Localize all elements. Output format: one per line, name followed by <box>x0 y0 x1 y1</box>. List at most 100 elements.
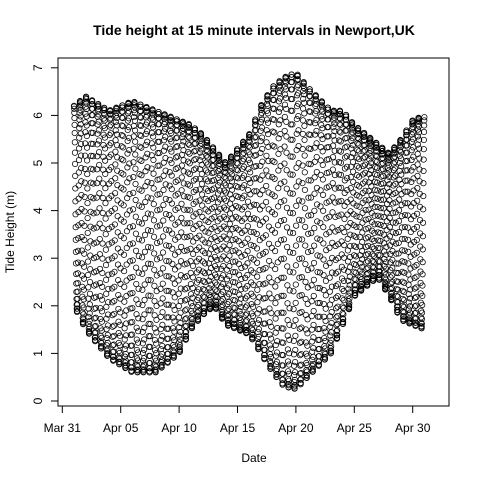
data-point <box>116 355 123 362</box>
data-point <box>153 350 160 357</box>
data-point <box>114 213 121 220</box>
data-point <box>379 147 386 154</box>
data-point <box>258 105 265 112</box>
data-point <box>307 194 315 201</box>
data-point <box>277 237 285 244</box>
data-point <box>382 283 389 290</box>
data-point <box>108 164 115 171</box>
data-point <box>191 140 198 148</box>
data-point <box>271 116 278 123</box>
data-point <box>75 247 82 254</box>
data-point <box>340 319 347 326</box>
data-point <box>123 320 130 327</box>
data-point <box>111 268 118 275</box>
data-point <box>121 268 128 275</box>
data-point <box>253 202 260 209</box>
data-point <box>310 276 317 283</box>
data-point <box>416 145 423 152</box>
chart-title: Tide height at 15 minute intervals in Ne… <box>93 22 415 38</box>
data-point <box>266 257 273 265</box>
data-point <box>111 310 118 317</box>
data-point <box>120 144 127 151</box>
data-point <box>398 201 405 208</box>
data-point <box>241 182 248 189</box>
data-point <box>337 138 344 145</box>
data-point <box>83 144 91 151</box>
data-point <box>398 235 406 243</box>
data-point <box>338 197 345 205</box>
data-point <box>164 358 171 365</box>
data-point <box>171 328 178 335</box>
data-point <box>302 242 309 249</box>
data-point <box>170 334 177 341</box>
data-point <box>339 285 346 293</box>
data-point <box>405 248 412 255</box>
data-point <box>161 119 169 126</box>
data-point <box>346 289 353 296</box>
data-point <box>338 225 345 232</box>
data-point <box>243 317 250 324</box>
data-point <box>223 246 230 253</box>
data-point <box>205 240 212 247</box>
data-point <box>132 247 140 254</box>
data-point <box>189 284 196 292</box>
data-point <box>121 312 128 319</box>
data-point <box>392 219 399 226</box>
data-point <box>216 187 224 194</box>
data-point <box>81 208 88 215</box>
data-point <box>157 270 164 277</box>
data-point <box>138 172 145 179</box>
data-point <box>72 185 79 192</box>
data-point <box>145 292 152 299</box>
data-point <box>135 269 142 276</box>
data-point <box>122 332 130 339</box>
data-point <box>187 258 194 265</box>
y-tick-label: 5 <box>31 159 45 166</box>
data-point <box>109 348 116 356</box>
data-point <box>83 96 90 103</box>
data-point <box>285 384 292 391</box>
data-point <box>356 213 363 221</box>
data-point <box>180 193 188 200</box>
data-point <box>395 228 402 236</box>
data-point <box>111 205 119 212</box>
data-point <box>341 154 349 161</box>
data-point <box>335 212 342 219</box>
data-point <box>290 306 297 313</box>
data-point <box>405 299 412 306</box>
data-point <box>249 312 257 320</box>
data-point <box>224 312 231 320</box>
data-point <box>107 140 115 147</box>
data-point <box>262 320 269 327</box>
data-point <box>256 294 263 301</box>
data-point <box>241 239 248 246</box>
data-point <box>355 155 362 163</box>
data-point <box>259 172 266 179</box>
data-point <box>269 128 276 135</box>
data-point <box>86 317 93 325</box>
data-point <box>331 147 338 154</box>
data-point <box>132 151 139 158</box>
data-point <box>80 275 88 282</box>
data-point <box>297 376 304 383</box>
data-point <box>317 144 325 151</box>
data-point <box>99 269 106 277</box>
data-point <box>302 295 309 303</box>
data-point <box>407 286 414 293</box>
data-point <box>322 292 329 299</box>
data-point <box>237 321 244 329</box>
data-point <box>166 182 173 189</box>
data-point <box>364 278 371 285</box>
data-point <box>196 232 203 239</box>
data-point <box>223 206 230 213</box>
data-point <box>84 229 91 236</box>
data-point <box>213 274 221 281</box>
data-point <box>351 260 358 268</box>
x-tick-label: Apr 05 <box>103 421 139 435</box>
data-point <box>419 219 427 226</box>
y-tick-label: 3 <box>31 255 45 262</box>
data-point <box>74 280 81 287</box>
data-point <box>344 223 351 230</box>
data-point <box>119 123 126 130</box>
data-point <box>280 352 287 359</box>
